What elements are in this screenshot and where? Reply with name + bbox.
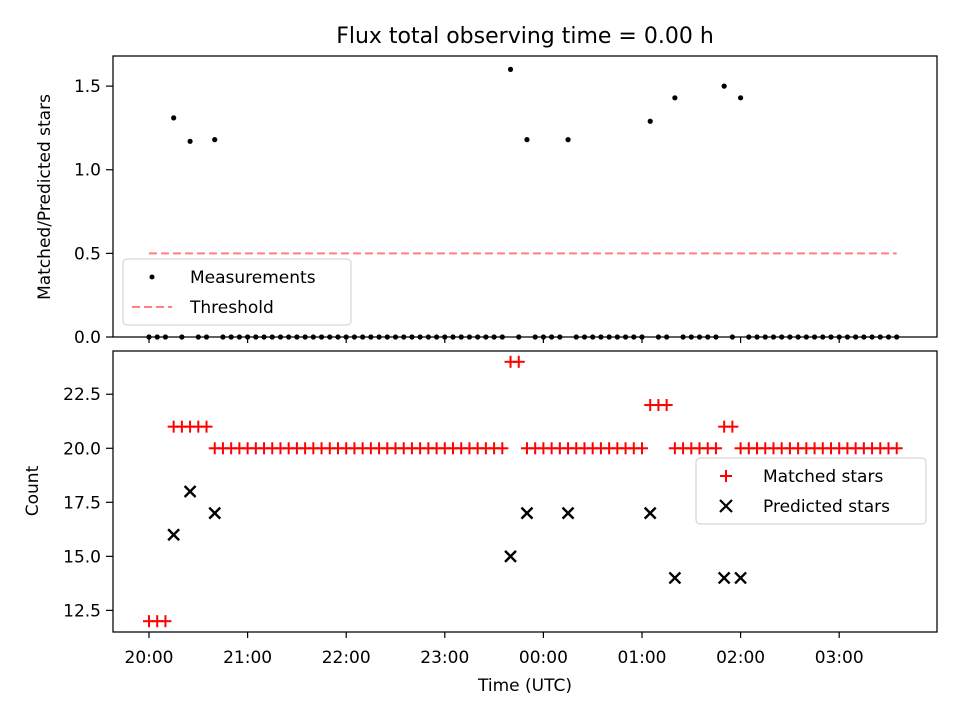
legend-matched-marker: [720, 470, 732, 482]
measurement-point: [507, 66, 514, 72]
legend-measurements-marker: [149, 274, 155, 280]
bottom-y-tick-label: 22.5: [63, 385, 101, 405]
measurement-point: [738, 95, 744, 101]
x-tick-label: 23:00: [420, 648, 469, 668]
bottom-legend-box: [695, 457, 927, 525]
bottom-y-tick-label: 12.5: [63, 601, 101, 621]
predicted-star-point: [208, 506, 222, 520]
top-y-tick-label: 0.0: [74, 328, 101, 348]
legend-measurements-label: Measurements: [190, 268, 316, 288]
x-tick-label: 00:00: [519, 648, 568, 668]
bottom-x-axis: 20:00 21:00 22:00 23:00 00:00 01:00 02:00 03:00: [125, 632, 864, 668]
matched-star-point: [890, 442, 903, 455]
matched-star-point: [726, 420, 739, 433]
matched-star-point: [709, 442, 722, 455]
measurement-point: [672, 95, 678, 101]
measurement-point: [721, 83, 727, 89]
top-x-tick-marks: [148, 337, 840, 343]
bottom-panel: 12.5 15.0 17.5 20.0 22.5 20:00 21:00 22:00 23:0…: [23, 350, 938, 696]
predicted-star-point: [167, 528, 180, 542]
matched-star-point: [159, 615, 172, 628]
top-panel: Flux total observing time = 0.00 h 0.00.…: [35, 24, 938, 348]
top-legend-box: [122, 258, 352, 326]
predicted-star-point: [504, 549, 517, 563]
predicted-star-point: [643, 506, 657, 520]
measurement-point: [647, 118, 653, 124]
matched-star-point: [512, 355, 525, 368]
legend-threshold-label: Threshold: [189, 298, 274, 318]
top-chart-title: Flux total observing time = 0.00 h: [336, 24, 714, 49]
bottom-y-axis: 12.5 15.0 17.5 20.0 22.5: [63, 385, 113, 621]
x-tick-label: 02:00: [716, 648, 765, 668]
x-tick-label: 20:00: [125, 648, 174, 668]
x-tick-label: 21:00: [223, 648, 272, 668]
bottom-plot-frame: [112, 350, 938, 633]
matched-star-point: [636, 442, 648, 455]
bottom-y-tick-label: 17.5: [63, 493, 101, 513]
matched-star-point: [200, 420, 213, 433]
top-y-tick-label: 1.5: [74, 77, 101, 97]
x-axis-label: Time (UTC): [477, 676, 572, 696]
legend-predicted-marker: [719, 499, 733, 513]
top-plot-frame: [112, 55, 938, 338]
top-y-axis: 0.0 0.5 1.0 1.5: [74, 77, 113, 348]
x-tick-label: 03:00: [815, 648, 864, 668]
bottom-legend: Matched stars Predicted stars: [695, 457, 927, 525]
predicted-star-point: [183, 485, 197, 498]
bottom-y-axis-label: Count: [23, 465, 43, 516]
measurement-point: [171, 115, 177, 121]
legend-predicted-label: Predicted stars: [763, 497, 890, 517]
top-y-tick-label: 1.0: [74, 161, 101, 181]
legend-matched-label: Matched stars: [763, 467, 883, 487]
top-y-tick-label: 0.5: [74, 244, 101, 264]
measurement-point: [187, 138, 193, 144]
measurement-point: [565, 137, 571, 143]
x-tick-label: 01:00: [618, 648, 667, 668]
top-y-axis-label: Matched/Predicted stars: [35, 94, 55, 300]
x-tick-label: 22:00: [322, 648, 371, 668]
measurements-series: [146, 66, 900, 340]
predicted-star-point: [561, 506, 575, 520]
predicted-star-point: [717, 571, 731, 585]
matched-stars-series: [143, 355, 903, 628]
matched-star-point: [660, 399, 673, 412]
bottom-y-tick-label: 15.0: [63, 547, 101, 567]
predicted-star-point: [734, 571, 747, 585]
predicted-stars-series: [167, 485, 747, 585]
measurement-point: [524, 137, 530, 143]
predicted-star-point: [668, 571, 682, 585]
bottom-y-tick-label: 20.0: [63, 439, 101, 459]
matched-star-point: [496, 442, 509, 455]
measurement-point: [212, 137, 218, 143]
predicted-star-point: [520, 506, 534, 520]
top-legend: Measurements Threshold: [122, 258, 352, 326]
